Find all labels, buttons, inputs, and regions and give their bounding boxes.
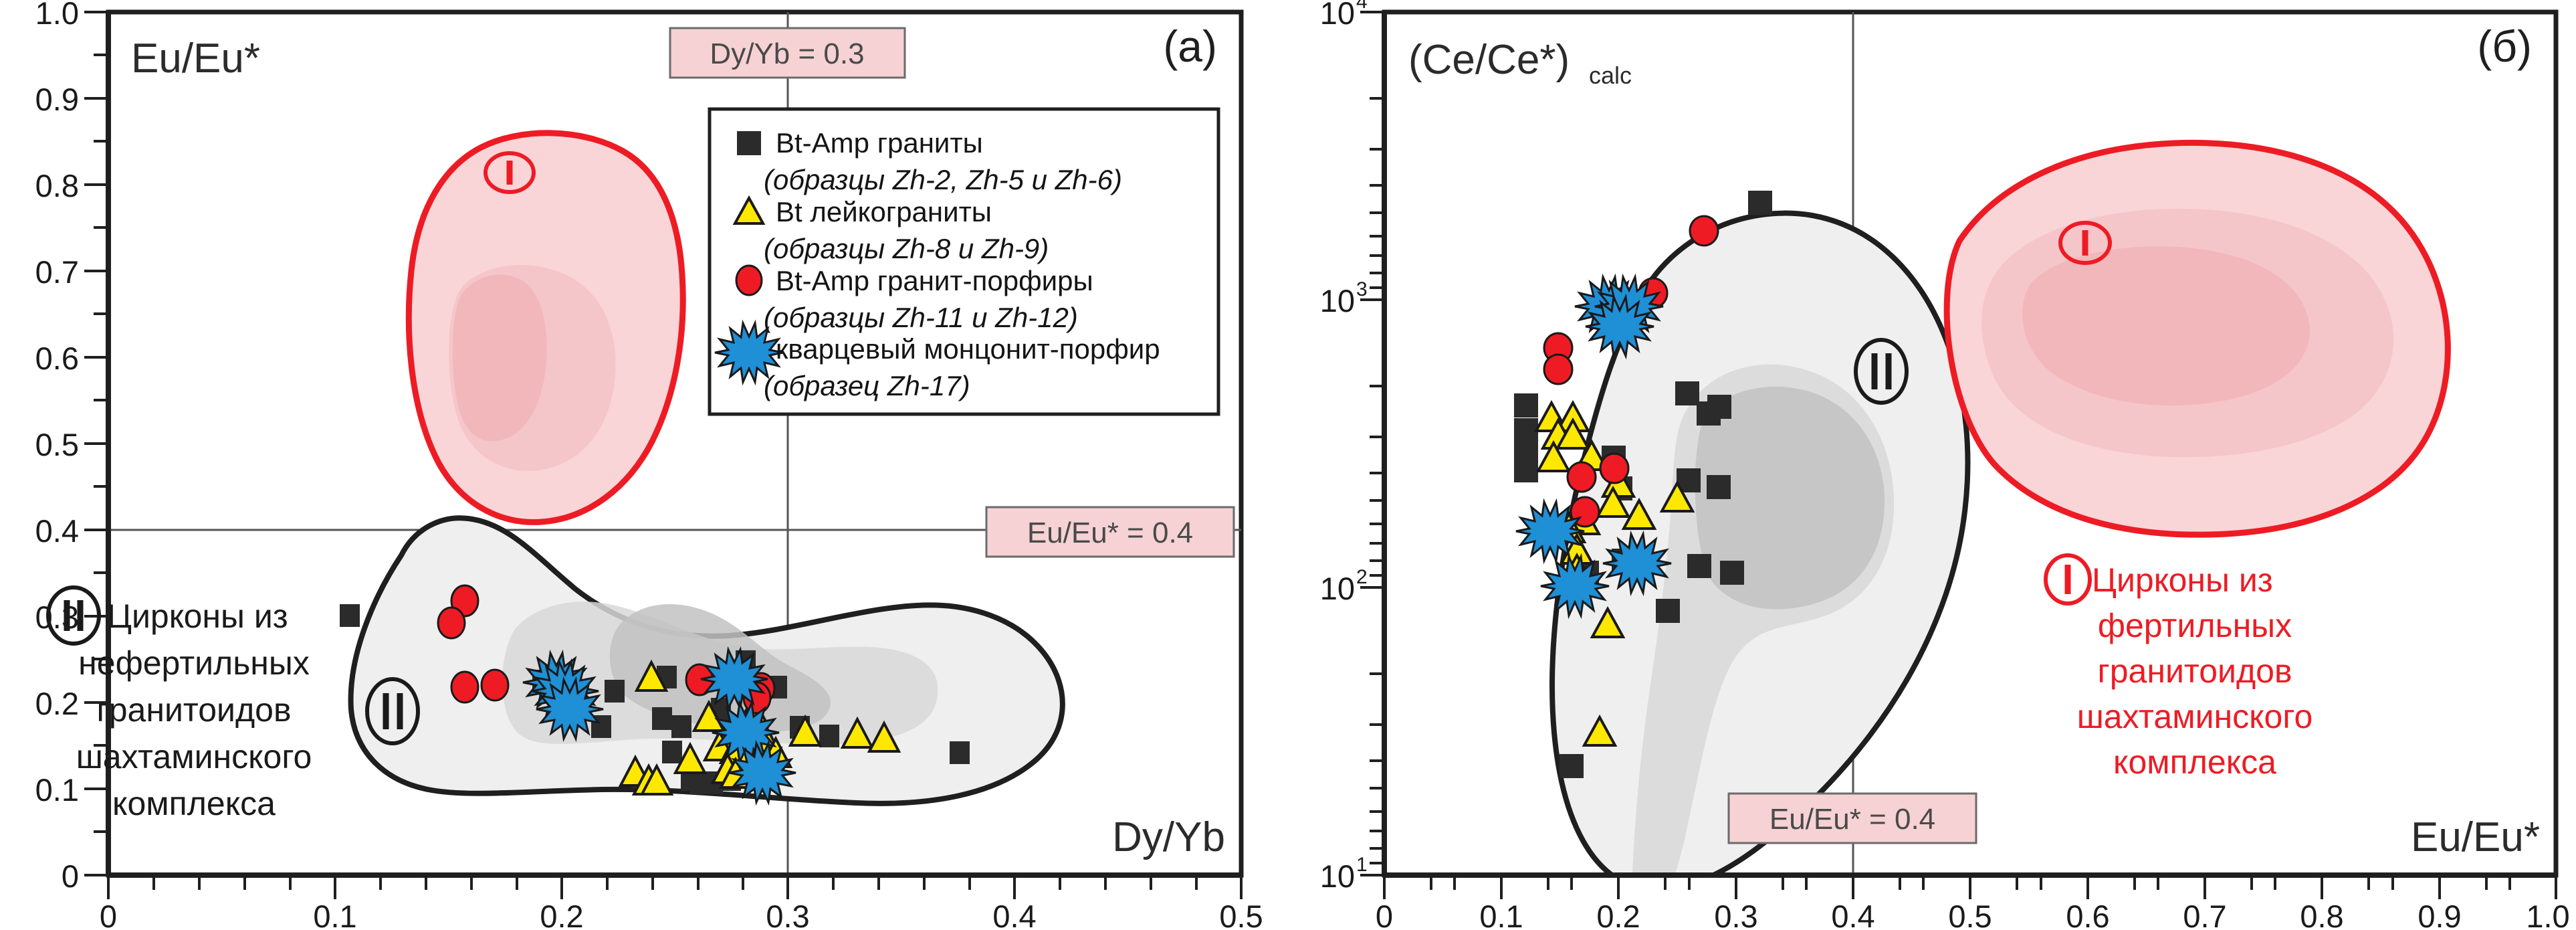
xtick-b-7: 0.7 — [2183, 899, 2226, 930]
ytick-a-3: 0.3 — [35, 599, 79, 635]
ytick-a-0: 0 — [62, 858, 79, 894]
legend-label-1: Bt лейкограниты — [776, 196, 992, 227]
annotation-II-line1: нефертильных — [78, 644, 310, 682]
ytick-b-4-base: 10 — [1320, 0, 1355, 31]
xtick-b-8: 0.8 — [2300, 899, 2343, 930]
series-stars-a — [522, 646, 796, 806]
ytick-a-9: 0.9 — [35, 82, 79, 117]
ytick-a-10: 1.0 — [35, 0, 79, 31]
ytick-a-1: 0.1 — [35, 772, 79, 808]
xtick-a-0: 0 — [100, 899, 117, 930]
legend-sublabel-3: (образец Zh-17) — [764, 370, 970, 401]
xtick-b-9: 0.9 — [2418, 899, 2461, 930]
annotation-II-line3: шахтаминского — [76, 738, 312, 775]
annotation-II-line2: гранитоидов — [96, 691, 291, 729]
annotation-I-line2: гранитоидов — [2097, 652, 2292, 690]
annotation-I-line0: Циркoны из — [2092, 561, 2273, 599]
annotation-I-line1: фертильных — [2098, 607, 2292, 644]
ytick-b-3: 10 3 — [1320, 278, 1368, 318]
annotation-II-line0: Циркoны из — [107, 597, 288, 635]
legend-sublabel-2: (образцы Zh-11 и Zh-12) — [764, 302, 1078, 333]
legend-marker-circle — [735, 264, 763, 296]
legend-label-0: Bt-Amp граниты — [776, 127, 983, 159]
ylabel-b: (Ce/Ce*) — [1408, 37, 1570, 83]
ytick-b-4-exp: 4 — [1356, 0, 1368, 13]
xtick-a-3: 0.3 — [766, 899, 809, 930]
field-I-density-core-a — [452, 274, 547, 442]
field-II-badge-b — [1854, 338, 1909, 405]
reference-label-eueu-a: Eu/Eu* = 0.4 — [985, 506, 1235, 558]
reference-label-eueu-b: Eu/Eu* = 0.4 — [1727, 792, 1977, 844]
series-stars-b — [1515, 273, 1672, 620]
xtick-a-5: 0.5 — [1219, 899, 1263, 930]
ytick-a-4: 0.4 — [35, 513, 79, 549]
legend-marker-square — [737, 131, 761, 155]
reference-label-eueu-b-text: Eu/Eu* = 0.4 — [1769, 803, 1935, 836]
ytick-b-2-base: 10 — [1320, 571, 1355, 606]
legend-label-3: кварцевый монцонит-порфир — [776, 333, 1160, 365]
yaxis-a: 1.0 0.9 0.8 0.7 0.6 0.5 0.4 0.3 0.2 0.1 … — [35, 0, 111, 894]
xtick-b-10: 1.0 — [2526, 899, 2569, 930]
xtick-a-4: 0.4 — [992, 899, 1036, 930]
legend-marker-triangle — [732, 195, 766, 225]
ytick-a-6: 0.6 — [35, 341, 79, 376]
panel-label-a: (a) — [1163, 21, 1217, 71]
xtick-b-2: 0.2 — [1596, 899, 1640, 930]
panel-label-b: (б) — [2477, 21, 2532, 71]
xtick-b-1: 0.1 — [1479, 899, 1523, 930]
field-II-density-core-b — [1695, 386, 1885, 610]
xtick-b-4: 0.4 — [1831, 899, 1874, 930]
xtick-a-2: 0.2 — [540, 899, 583, 930]
ylabel-b-group: (Ce/Ce*) calc — [1408, 37, 1632, 89]
xlabel-b: Eu/Eu* — [2411, 814, 2540, 860]
ylabel-a: Eu/Eu* — [131, 35, 260, 82]
ytick-a-2: 0.2 — [35, 686, 79, 721]
ytick-a-5: 0.5 — [35, 427, 79, 462]
reference-label-dyyb-text: Dy/Yb = 0.3 — [710, 37, 864, 70]
series-circles-a — [437, 584, 776, 715]
legend-label-2: Bt-Amp гранит-порфиры — [776, 265, 1093, 296]
annotation-field-I-b: Циркoны из фертильных гранитоидов шахтам… — [2044, 553, 2313, 781]
xtick-a-1: 0.1 — [313, 899, 356, 930]
ytick-b-2: 10 2 — [1320, 566, 1368, 606]
xaxis-b: 0 0.1 0.2 0.3 0.4 0.5 0.6 0.7 0.8 0.9 1.… — [1376, 872, 2570, 930]
ytick-b-3-base: 10 — [1320, 283, 1355, 318]
ytick-a-8: 0.8 — [35, 168, 79, 203]
annotation-I-line4: комплекса — [2113, 743, 2276, 781]
field-I-badge-a — [484, 151, 536, 194]
ytick-b-1-exp: 1 — [1356, 854, 1368, 876]
xlabel-a: Dy/Yb — [1112, 814, 1225, 860]
xtick-b-0: 0 — [1376, 899, 1393, 930]
annotation-field-II-a: Циркoны из нефертильных гранитоидов шахт… — [46, 585, 312, 822]
ylabel-b-sub: calc — [1589, 62, 1632, 89]
xtick-b-3: 0.3 — [1714, 899, 1757, 930]
legend[interactable]: Bt-Amp граниты (образцы Zh-2, Zh-5 и Zh-… — [708, 107, 1220, 416]
reference-label-dyyb: Dy/Yb = 0.3 — [669, 27, 906, 79]
ytick-b-3-exp: 3 — [1356, 278, 1368, 300]
reference-label-eueu-a-text: Eu/Eu* = 0.4 — [1027, 517, 1193, 549]
yaxis-b: 10 4 10 3 10 2 10 1 — [1320, 0, 1387, 894]
legend-marker-star — [714, 319, 784, 386]
ytick-b-1-base: 10 — [1320, 858, 1355, 894]
ytick-b-2-exp: 2 — [1356, 566, 1368, 588]
field-II-badge-a — [365, 677, 420, 745]
xtick-b-6: 0.6 — [2066, 899, 2109, 930]
field-I-badge-b — [2058, 221, 2112, 265]
ytick-b-1: 10 1 — [1320, 854, 1368, 894]
field-I-density-core-b — [2022, 246, 2310, 406]
annotation-I-line3: шахтаминского — [2077, 698, 2313, 735]
panel-b: 10 4 10 3 10 2 10 1 — [1291, 0, 2576, 930]
legend-sublabel-0: (образцы Zh-2, Zh-5 и Zh-6) — [764, 164, 1122, 195]
panel-a: 1.0 0.9 0.8 0.7 0.6 0.5 0.4 0.3 0.2 0.1 … — [0, 0, 1271, 930]
xaxis-a: 0 0.1 0.2 0.3 0.4 0.5 — [100, 872, 1263, 930]
legend-sublabel-1: (образцы Zh-8 и Zh-9) — [764, 233, 1049, 264]
ytick-a-7: 0.7 — [35, 254, 79, 290]
ytick-b-4: 10 4 — [1320, 0, 1368, 31]
annotation-II-line4: комплекса — [112, 785, 276, 822]
xtick-b-5: 0.5 — [1948, 899, 1992, 930]
